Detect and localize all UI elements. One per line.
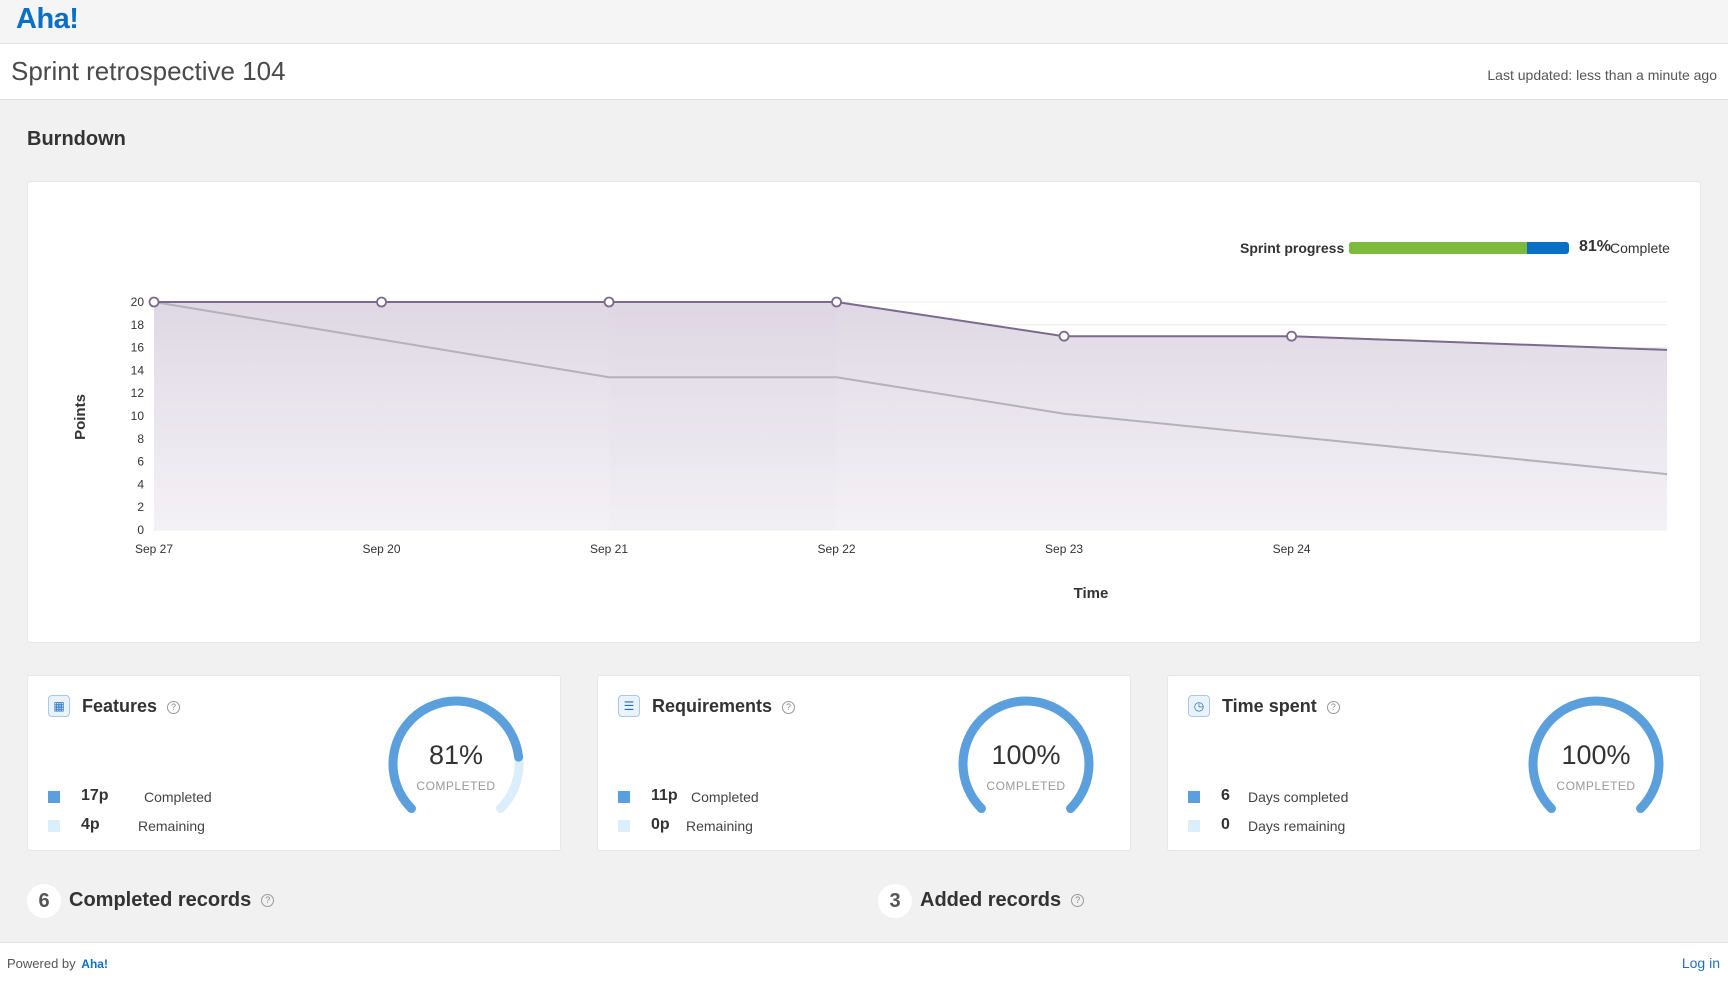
aha-logo[interactable]: Aha! (16, 3, 79, 35)
help-icon[interactable]: ? (1326, 700, 1340, 714)
completed-swatch (48, 791, 60, 803)
sprint-progress-percent: 81% (1579, 238, 1612, 255)
remaining-swatch (618, 820, 630, 832)
y-tick-label: 6 (137, 455, 144, 469)
gauge-fill (388, 696, 524, 814)
burndown-heading: Burndown (27, 128, 126, 150)
requirements-gauge-percent: 100% (991, 740, 1061, 770)
added-records-count: 3 (878, 884, 912, 918)
y-tick-label: 12 (131, 386, 145, 400)
footer: Powered by Aha! Log in (0, 942, 1728, 983)
y-tick-label: 0 (137, 523, 144, 537)
x-tick-label: Sep 27 (135, 542, 173, 556)
sprint-progress-fill (1349, 242, 1528, 254)
data-point (1286, 330, 1297, 342)
last-updated-text: Last updated: less than a minute ago (1487, 67, 1717, 83)
y-tick-label: 16 (131, 341, 145, 355)
completed-records-title: Completed records (69, 889, 252, 911)
requirements-remaining-label: Remaining (686, 818, 753, 834)
time-spent-title: Time spent (1222, 696, 1317, 716)
sprint-progress-suffix: Complete (1610, 240, 1670, 256)
top-bar: Aha! (0, 0, 1728, 44)
list-icon: ☰ (618, 695, 640, 717)
y-tick-label: 8 (137, 432, 144, 446)
time-spent-title-row: Time spent? (1222, 696, 1340, 717)
y-tick-label: 2 (137, 500, 144, 514)
features-card: ▦ Features? 17p Completed 4p Remaining 8… (27, 675, 561, 851)
data-point (603, 296, 615, 308)
time-completed-value: 6 (1221, 787, 1230, 804)
help-icon[interactable]: ? (261, 894, 275, 908)
burndown-chart-card: 0 2 4 6 8 10 12 14 16 18 20 Sep 27 Sep 20 Sep 21 Sep … (27, 181, 1701, 643)
x-tick-label: Sep 20 (362, 542, 400, 556)
added-records-title-row: Added records? (920, 889, 1085, 912)
completed-swatch (618, 791, 630, 803)
help-icon[interactable]: ? (167, 700, 181, 714)
requirements-gauge: 100% COMPLETED (952, 692, 1100, 822)
x-tick-label: Sep 24 (1273, 542, 1311, 556)
burndown-chart: 0 2 4 6 8 10 12 14 16 18 20 Sep 27 Sep 20 Sep 21 Sep … (72, 295, 1668, 602)
added-records-title: Added records (920, 889, 1062, 911)
time-remaining-value: 0 (1221, 816, 1230, 833)
data-point (376, 296, 387, 308)
x-tick-label: Sep 22 (818, 542, 856, 556)
time-spent-gauge-percent: 100% (1561, 740, 1631, 770)
powered-by-text: Powered by (7, 956, 76, 971)
features-gauge-label: COMPLETED (416, 779, 496, 793)
time-spent-card: ◷ Time spent? 6 Days completed 0 Days re… (1167, 675, 1701, 851)
clock-icon: ◷ (1188, 695, 1210, 717)
sprint-progress-bar (1349, 242, 1569, 254)
powered-by-logo: Aha! (81, 957, 108, 971)
y-tick-label: 20 (131, 295, 145, 309)
completed-swatch (1188, 791, 1200, 803)
time-completed-label: Days completed (1248, 789, 1349, 805)
x-tick-label: Sep 21 (590, 542, 628, 556)
data-point (1058, 330, 1070, 342)
y-tick-label: 4 (137, 477, 144, 491)
remaining-area (154, 302, 1667, 530)
x-axis-label: Time (1074, 585, 1109, 602)
powered-by[interactable]: Powered by Aha! (7, 956, 108, 971)
requirements-remaining-value: 0p (651, 816, 670, 833)
features-remaining-value: 4p (81, 816, 100, 833)
remaining-swatch (48, 820, 60, 832)
requirements-title: Requirements (652, 696, 773, 716)
grid-icon: ▦ (48, 695, 70, 717)
requirements-completed-label: Completed (691, 789, 759, 805)
completed-records-title-row: Completed records? (69, 889, 275, 912)
requirements-gauge-label: COMPLETED (986, 779, 1066, 793)
y-axis-label: Points (72, 394, 89, 440)
features-completed-value: 17p (81, 787, 109, 804)
time-spent-gauge: 100% COMPLETED (1522, 692, 1670, 822)
completed-records-count: 6 (27, 884, 61, 918)
help-icon[interactable]: ? (1071, 894, 1085, 908)
requirements-card: ☰ Requirements? 11p Completed 0p Remaini… (597, 675, 1131, 851)
gauge-fill (958, 696, 1094, 814)
page-header: Sprint retrospective 104 Last updated: l… (0, 44, 1728, 100)
features-gauge: 81% COMPLETED (382, 692, 530, 822)
ideal-line (153, 301, 1668, 476)
page-title: Sprint retrospective 104 (11, 56, 286, 86)
time-spent-gauge-label: COMPLETED (1556, 779, 1636, 793)
help-icon[interactable]: ? (782, 700, 796, 714)
y-tick-label: 18 (131, 318, 145, 332)
requirements-completed-value: 11p (651, 787, 678, 804)
features-remaining-label: Remaining (138, 818, 205, 834)
data-point (831, 296, 842, 308)
sprint-progress-label: Sprint progress (1240, 240, 1345, 256)
requirements-title-row: Requirements? (652, 696, 796, 717)
x-tick-label: Sep 23 (1045, 542, 1083, 556)
features-title: Features (82, 696, 158, 716)
y-tick-label: 10 (131, 409, 145, 423)
features-title-row: Features? (82, 696, 181, 717)
remaining-swatch (1188, 820, 1200, 832)
features-completed-label: Completed (144, 789, 212, 805)
gauge-fill (1528, 696, 1664, 814)
time-remaining-label: Days remaining (1248, 818, 1346, 834)
y-tick-label: 14 (131, 363, 145, 377)
data-point (148, 296, 160, 308)
login-link[interactable]: Log in (1681, 955, 1720, 971)
features-gauge-percent: 81% (428, 740, 484, 770)
